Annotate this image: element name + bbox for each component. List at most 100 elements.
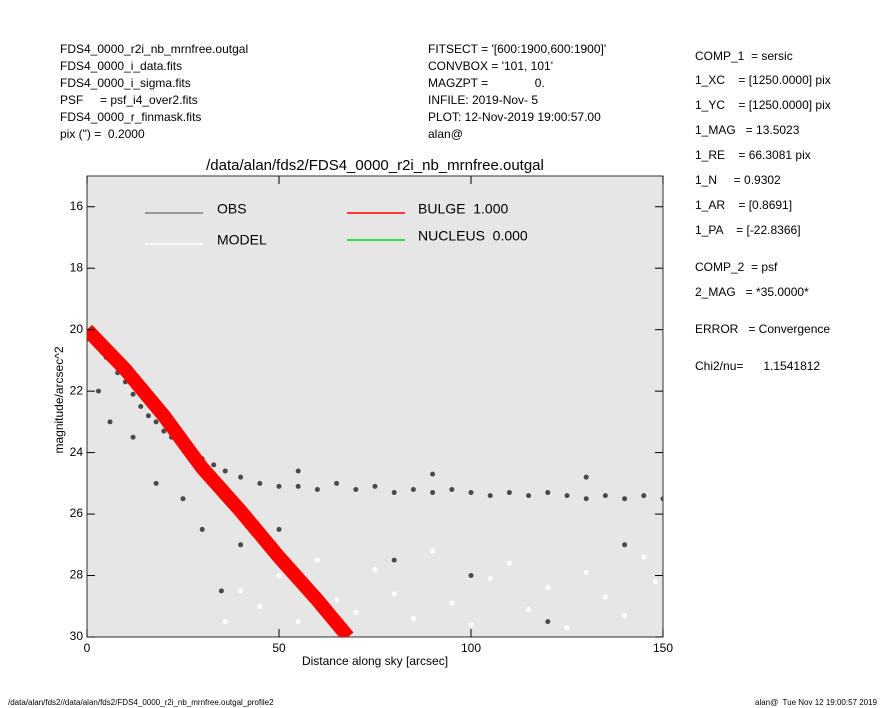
data-point bbox=[107, 419, 113, 425]
y-tick-label: 16 bbox=[70, 199, 84, 213]
y-tick-label: 24 bbox=[70, 445, 84, 459]
footer-right: alan@ Tue Nov 12 19:00:57 2019 bbox=[755, 698, 878, 707]
data-point bbox=[506, 560, 512, 566]
data-point bbox=[353, 609, 359, 615]
data-point bbox=[295, 483, 301, 489]
info-line: 1_N = 0.9302 bbox=[695, 173, 781, 187]
x-axis-label: Distance along sky [arcsec] bbox=[302, 654, 448, 668]
x-tick-label: 150 bbox=[653, 641, 673, 655]
data-point bbox=[564, 625, 570, 631]
data-point bbox=[276, 483, 282, 489]
data-point bbox=[526, 493, 532, 499]
y-tick-label: 18 bbox=[70, 260, 84, 274]
data-point bbox=[449, 600, 455, 606]
x-tick-label: 100 bbox=[461, 641, 481, 655]
data-point bbox=[238, 542, 244, 548]
data-point bbox=[334, 480, 340, 486]
data-point bbox=[180, 496, 186, 502]
y-tick-label: 26 bbox=[70, 506, 84, 520]
data-point bbox=[199, 526, 205, 532]
data-point bbox=[295, 468, 301, 474]
header-middle-line: PLOT: 12-Nov-2019 19:00:57.00 bbox=[428, 110, 601, 124]
info-line: ERROR = Convergence bbox=[695, 322, 830, 336]
data-point bbox=[295, 619, 301, 625]
data-point bbox=[622, 612, 628, 618]
header-middle-line: MAGZPT = 0. bbox=[428, 76, 545, 90]
y-tick-label: 28 bbox=[70, 568, 84, 582]
data-point bbox=[96, 388, 102, 394]
header-middle-line: INFILE: 2019-Nov- 5 bbox=[428, 93, 538, 107]
data-point bbox=[602, 493, 608, 499]
data-point bbox=[622, 496, 628, 502]
data-point bbox=[391, 490, 397, 496]
header-middle-line: FITSECT = '[600:1900,600:1900]' bbox=[428, 42, 606, 56]
data-point bbox=[372, 566, 378, 572]
data-point bbox=[545, 585, 551, 591]
info-line: 1_MAG = 13.5023 bbox=[695, 123, 800, 137]
data-point bbox=[153, 419, 159, 425]
legend-label: NUCLEUS 0.000 bbox=[418, 228, 528, 244]
data-point bbox=[526, 606, 532, 612]
legend-label: MODEL bbox=[217, 232, 267, 248]
info-line: Chi2/nu= 1.1541812 bbox=[695, 359, 820, 373]
data-point bbox=[487, 576, 493, 582]
info-line: 1_RE = 66.3081 pix bbox=[695, 148, 811, 162]
y-tick-label: 22 bbox=[70, 383, 84, 397]
data-point bbox=[622, 542, 628, 548]
x-tick-label: 0 bbox=[84, 641, 91, 655]
data-point bbox=[641, 554, 647, 560]
data-point bbox=[602, 594, 608, 600]
data-point bbox=[391, 557, 397, 563]
data-point bbox=[138, 404, 144, 409]
data-point bbox=[487, 493, 493, 499]
data-point bbox=[372, 483, 378, 489]
legend-label: OBS bbox=[217, 201, 247, 217]
data-point bbox=[506, 490, 512, 496]
info-line: 1_AR = [0.8691] bbox=[695, 198, 792, 212]
plot-area bbox=[86, 175, 664, 638]
data-point bbox=[641, 493, 647, 499]
legend-label: BULGE 1.000 bbox=[418, 201, 508, 217]
data-point bbox=[218, 588, 224, 594]
info-line: 2_MAG = *35.0000* bbox=[695, 285, 809, 299]
info-line: 1_YC = [1250.0000] pix bbox=[695, 98, 831, 112]
data-point bbox=[334, 597, 340, 603]
data-point bbox=[222, 619, 228, 625]
data-point bbox=[161, 428, 167, 434]
data-point bbox=[564, 493, 570, 499]
data-point bbox=[130, 391, 136, 397]
data-point bbox=[314, 486, 320, 492]
header-middle-line: alan@ bbox=[428, 127, 463, 141]
data-point bbox=[145, 413, 151, 419]
header-middle-line: CONVBOX = '101, 101' bbox=[428, 59, 553, 73]
data-point bbox=[410, 486, 416, 492]
header-left-line: FDS4_0000_r2i_nb_mrnfree.outgal bbox=[60, 42, 248, 56]
data-point bbox=[449, 486, 455, 492]
data-point bbox=[153, 480, 159, 486]
y-axis-label: magnitude/arcsec^2 bbox=[52, 346, 66, 453]
data-point bbox=[211, 462, 217, 468]
data-point bbox=[314, 557, 320, 563]
data-point bbox=[410, 616, 416, 622]
data-point bbox=[257, 480, 263, 486]
data-point bbox=[257, 603, 263, 609]
y-tick-label: 20 bbox=[70, 322, 84, 336]
footer-left: /data/alan/fds2//data/alan/fds2/FDS4_000… bbox=[8, 698, 274, 707]
y-tick-label: 30 bbox=[70, 629, 84, 643]
data-point bbox=[583, 496, 589, 502]
model-line bbox=[87, 324, 354, 637]
data-point bbox=[430, 548, 436, 554]
header-left-line: FDS4_0000_i_data.fits bbox=[60, 59, 182, 73]
chart-title: /data/alan/fds2/FDS4_0000_r2i_nb_mrnfree… bbox=[206, 157, 544, 174]
info-line: 1_XC = [1250.0000] pix bbox=[695, 73, 831, 87]
header-left-line: PSF = psf_i4_over2.fits bbox=[60, 93, 198, 107]
data-point bbox=[545, 490, 551, 496]
data-point bbox=[583, 569, 589, 575]
info-line: 1_PA = [-22.8366] bbox=[695, 223, 801, 237]
data-point bbox=[583, 474, 589, 480]
data-point bbox=[238, 588, 244, 594]
info-line: COMP_2 = psf bbox=[695, 260, 778, 274]
info-line: COMP_1 = sersic bbox=[695, 49, 793, 63]
header-left-line: FDS4_0000_i_sigma.fits bbox=[60, 76, 191, 90]
